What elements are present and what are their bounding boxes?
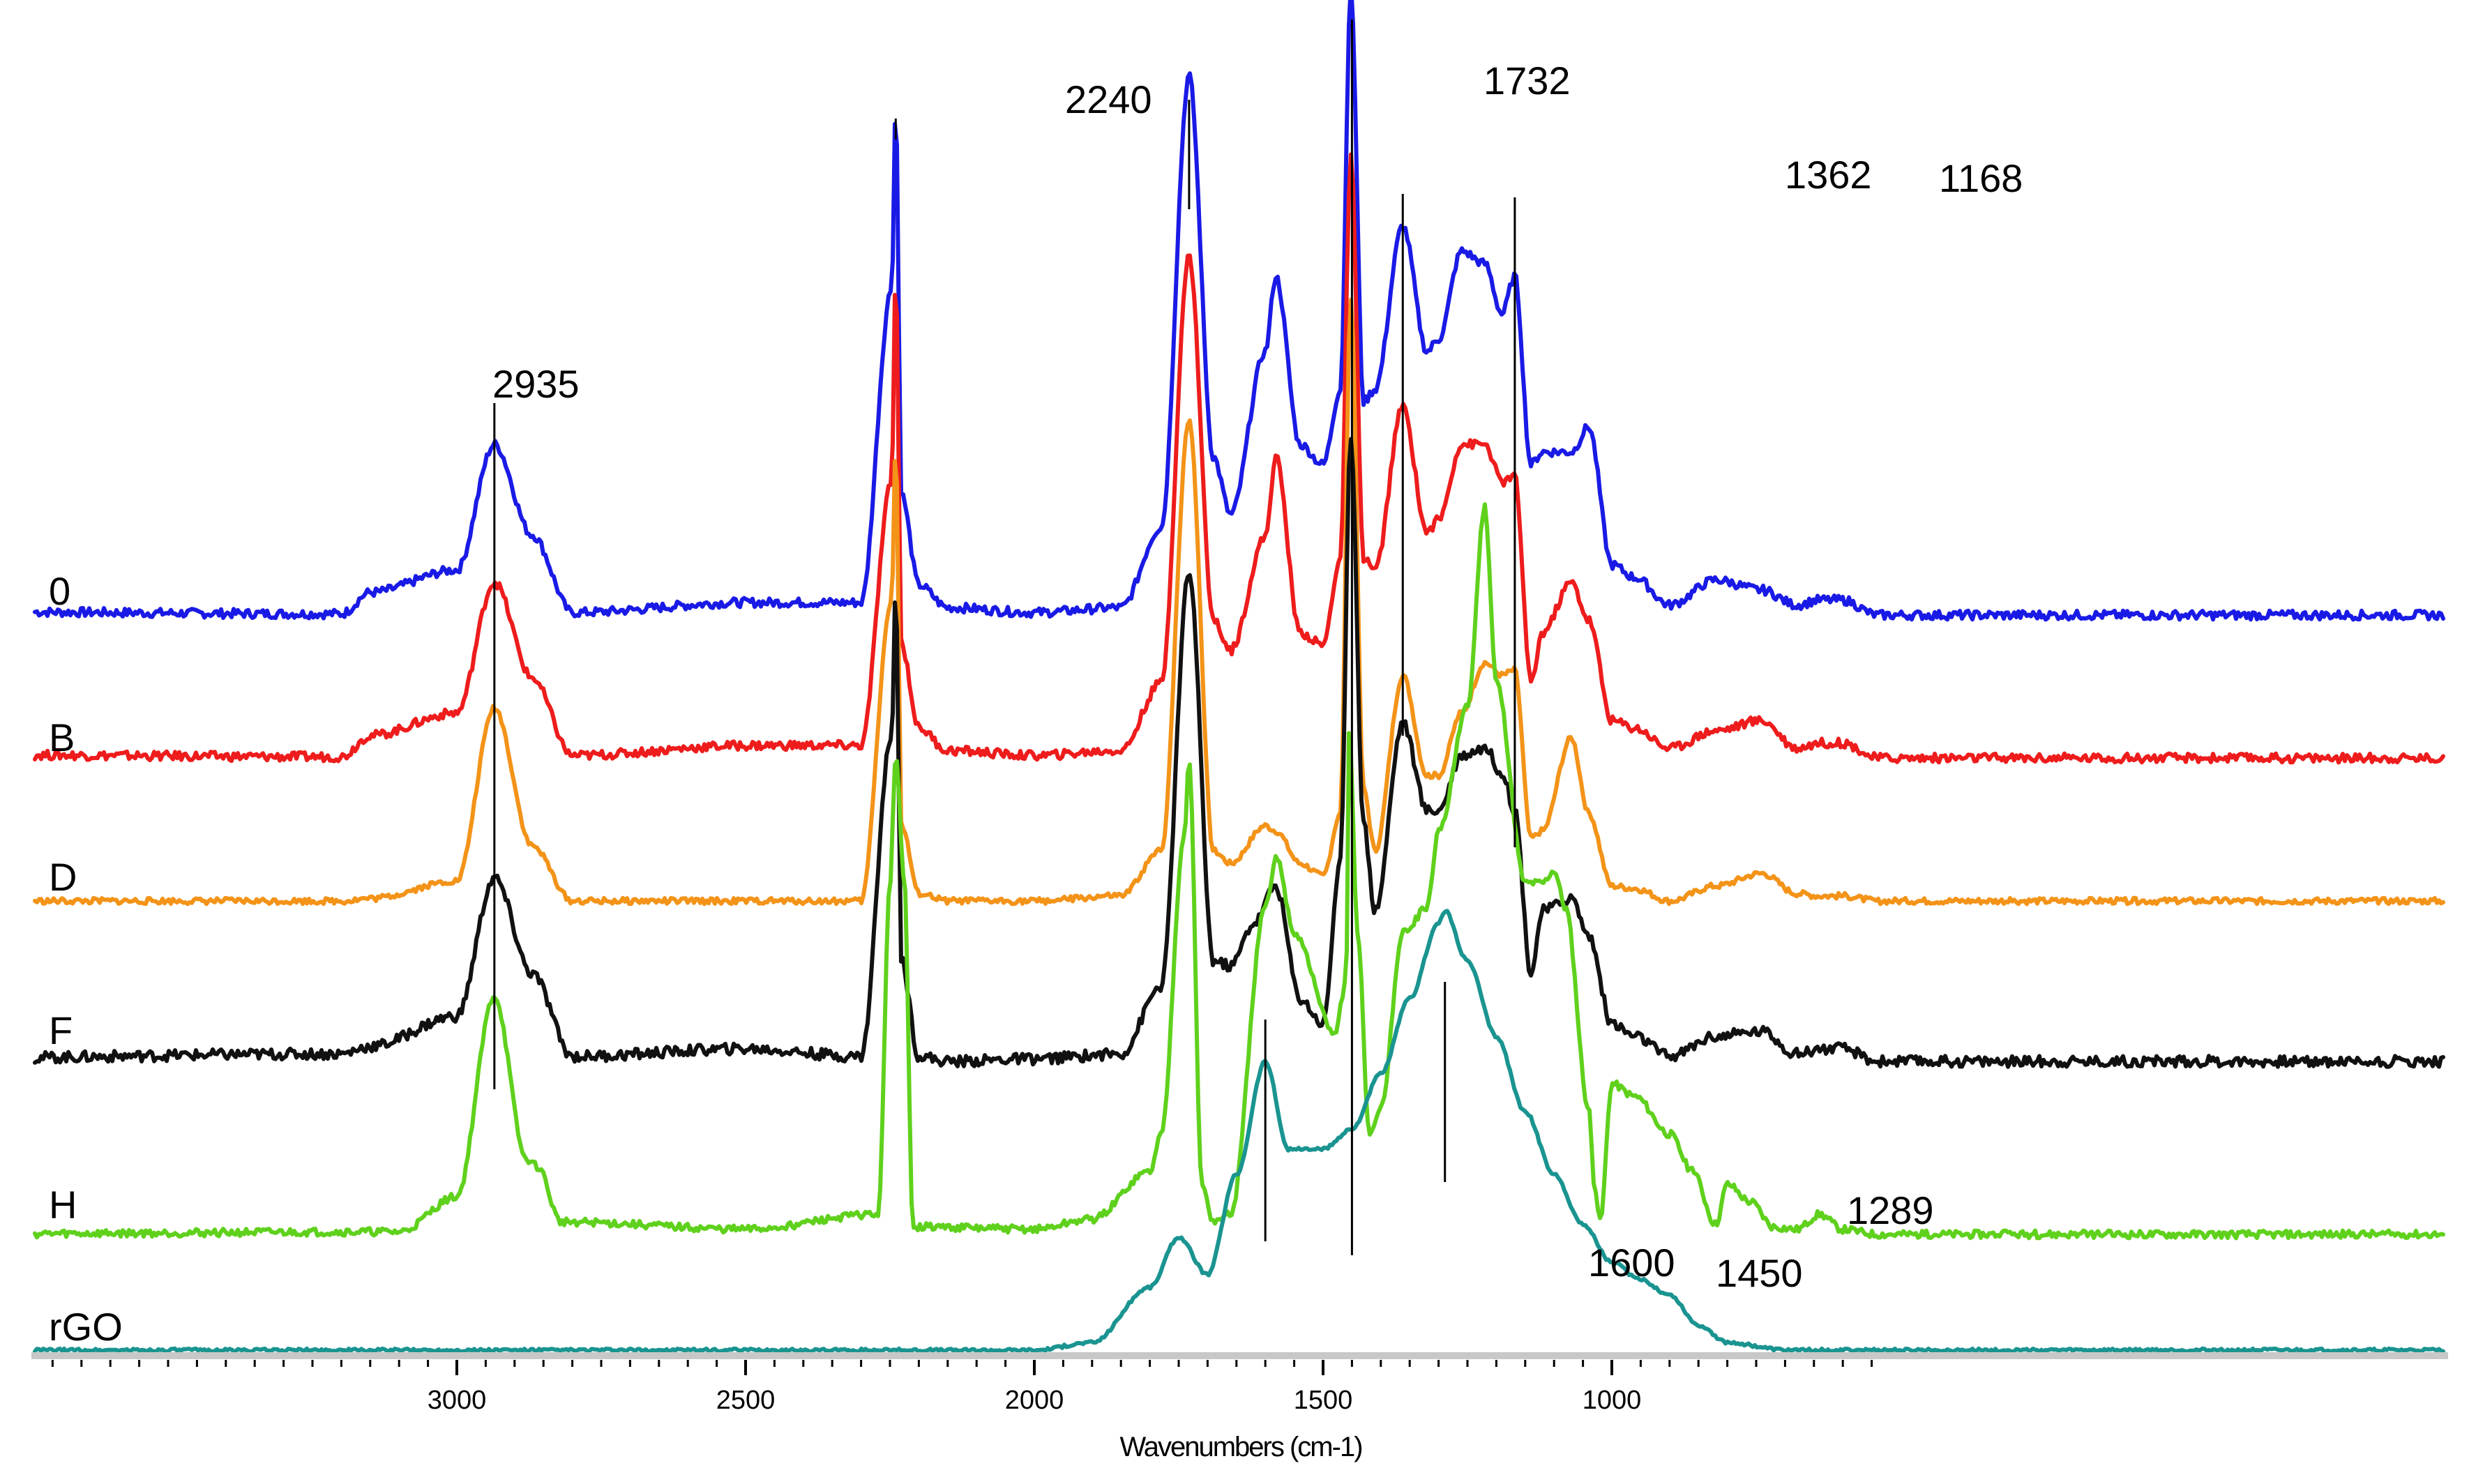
series-label-rGO: rGO [49, 1305, 123, 1349]
series-label-H: H [49, 1183, 77, 1227]
spectra-traces [33, 0, 2445, 1354]
x-axis: 3000 2500 2000 1500 1000 Wavenumbers (cm-1) [31, 1352, 2448, 1462]
peak-label-2240: 2240 [1065, 77, 1152, 121]
series-line-0 [33, 0, 2445, 622]
series-label-0: 0 [49, 569, 70, 613]
x-tick-labels: 3000 2500 2000 1500 1000 [428, 1386, 1642, 1415]
tick-label-1000: 1000 [1583, 1386, 1642, 1415]
series-label-B: B [49, 716, 75, 759]
series-line-H [33, 502, 2445, 1241]
x-axis-title: Wavenumbers (cm-1) [1119, 1432, 1361, 1462]
series-labels: 0 B D F H rGO [49, 569, 123, 1349]
peak-labels: 2935 2240 1732 1362 1168 1600 1450 1289 [492, 59, 2023, 1295]
tick-label-3000: 3000 [428, 1386, 487, 1415]
tick-label-2000: 2000 [1005, 1386, 1064, 1415]
series-line-F [33, 437, 2445, 1069]
peak-label-1600: 1600 [1588, 1241, 1675, 1285]
series-label-F: F [49, 1008, 73, 1052]
series-line-D [33, 297, 2445, 907]
x-minor-ticks [51, 1360, 1873, 1367]
peak-label-1450: 1450 [1716, 1251, 1803, 1295]
peak-label-1362: 1362 [1785, 153, 1872, 197]
peak-label-1289: 1289 [1847, 1188, 1934, 1232]
peak-marker-lines [493, 20, 1516, 1255]
peak-label-2935: 2935 [492, 362, 580, 406]
peak-label-1168: 1168 [1939, 156, 2023, 200]
series-line-rGO [33, 909, 2445, 1354]
x-major-ticks [455, 1360, 1613, 1375]
tick-label-2500: 2500 [716, 1386, 776, 1415]
peak-label-1732: 1732 [1483, 59, 1571, 103]
tick-label-1500: 1500 [1294, 1386, 1353, 1415]
series-line-B [33, 152, 2445, 765]
series-label-D: D [49, 855, 77, 899]
